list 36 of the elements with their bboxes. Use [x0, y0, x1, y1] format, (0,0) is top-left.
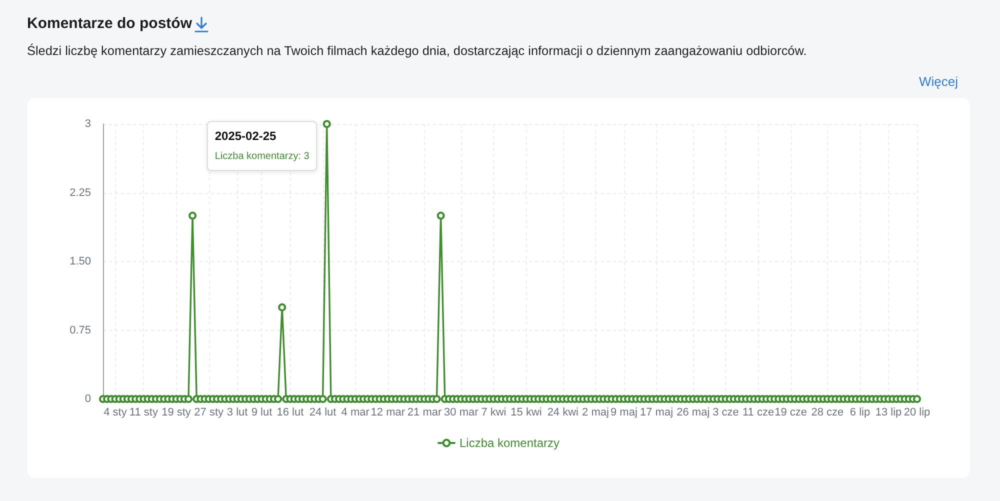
chart-title: Komentarze do postów [27, 15, 192, 32]
x-tick-label: 15 kwi [510, 406, 542, 418]
x-tick-label: 9 maj [610, 406, 638, 418]
x-tick-label: 28 cze [811, 406, 844, 418]
x-tick-label: 20 lip [904, 406, 930, 418]
x-tick-label: 24 lut [309, 406, 336, 418]
annotation: 2025-02-25 Liczba komentarzy: 3 [214, 129, 310, 162]
x-tick-label: 21 mar [407, 406, 442, 418]
x-tick-label: 3 cze [712, 406, 739, 418]
x-tick-label: 2 maj [582, 406, 609, 418]
x-tick-label: 12 mar [370, 406, 406, 418]
y-tick-label: 3 [84, 118, 91, 130]
x-tick-label: 4 mar [341, 406, 370, 418]
x-tick-label: 9 lut [251, 406, 272, 418]
x-tick-label: 24 kwi [547, 406, 579, 418]
x-tick-label: 19 cze [774, 406, 808, 418]
x-tick-label: 13 lip [875, 406, 902, 418]
x-tick-label: 11 cze [742, 406, 774, 418]
y-tick-label: 0 [84, 393, 91, 405]
y-tick-label: 0.75 [70, 324, 91, 336]
x-tick-label: 11 sty [129, 406, 158, 418]
x-tick-label: 4 sty [104, 406, 128, 418]
x-tick-label: 7 kwi [481, 406, 506, 418]
y-tick-label: 2.25 [70, 186, 91, 199]
x-tick-label: 26 maj [676, 406, 710, 418]
text: Więcej [918, 74, 958, 89]
x-tick-label: 17 maj [640, 406, 674, 418]
chart-subtitle: Śledzi liczbę komentarzy zamieszczanych na Twoich filmach każdego dnia, dostarczając informacji o dziennym zaangażowaniu odbiorców. [27, 44, 807, 58]
legend-label: Liczba komentarzy [459, 436, 560, 450]
x-tick-label: 27 sty [194, 406, 224, 418]
x-tick-label: 3 lut [226, 406, 248, 418]
x-tick-label: 6 lip [850, 406, 870, 418]
x-tick-label: 16 lut [276, 406, 304, 418]
x-tick-label: 30 mar [444, 406, 479, 418]
y-tick-label: 1.50 [70, 256, 91, 268]
x-tick-label: 19 sty [162, 406, 192, 418]
